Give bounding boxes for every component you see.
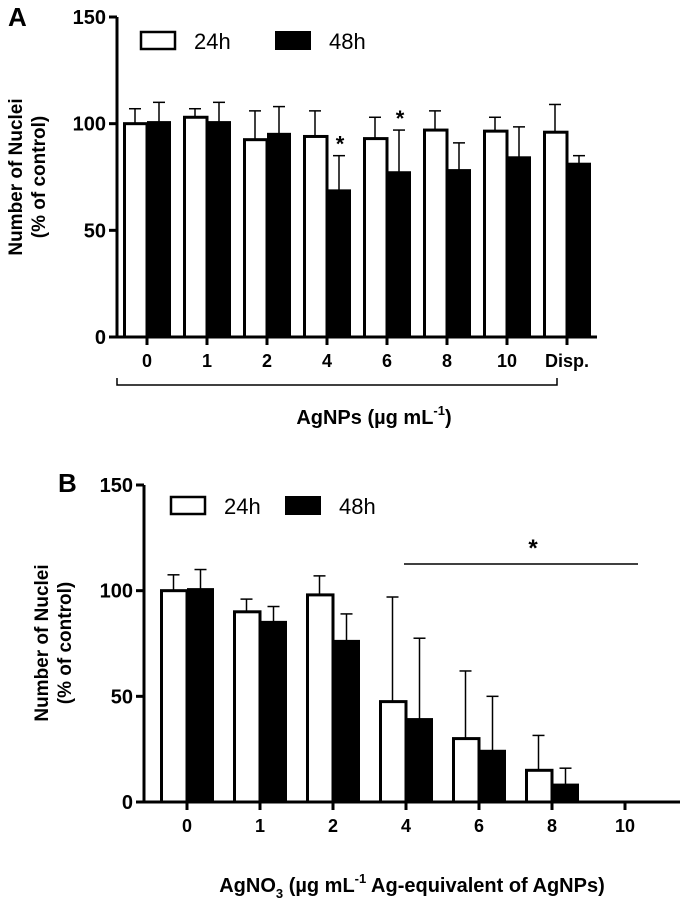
bar-24h	[306, 593, 335, 804]
bar-48h	[327, 189, 351, 337]
bar-48h	[507, 156, 531, 337]
legend-b: 24h 48h	[169, 494, 376, 519]
bar-48h	[567, 162, 591, 337]
x-tick-label: 0	[142, 351, 152, 371]
bar-24h	[525, 768, 554, 804]
x-tick-label: 1	[202, 351, 212, 371]
legend-label: 48h	[329, 29, 366, 54]
legend-label: 24h	[194, 29, 231, 54]
bar-48h	[187, 588, 214, 802]
x-axis-label-a: AgNPs (µg mL-1)	[296, 403, 451, 429]
bar-24h	[452, 737, 481, 804]
panel-label-b: B	[58, 468, 77, 498]
legend-label: 48h	[339, 494, 376, 519]
x-tick-label: 1	[255, 816, 265, 836]
bar-48h	[447, 169, 471, 337]
bar-48h	[552, 783, 579, 802]
bar-24h	[483, 129, 509, 339]
legend-a: 24h 48h	[139, 29, 366, 54]
legend-swatch-48h	[275, 31, 311, 50]
bar-48h	[333, 639, 360, 802]
bracket-a	[116, 378, 558, 386]
x-tick-label: Disp.	[545, 351, 589, 371]
y-tick-label: 150	[100, 475, 133, 497]
bar-24h	[363, 137, 389, 339]
bar-24h	[303, 134, 329, 339]
x-tick-label: 0	[182, 816, 192, 836]
y-axis-ticks-b: 0 50 100 150	[100, 475, 144, 814]
bar-24h	[160, 589, 189, 804]
y-axis-label-line2: (% of control)	[29, 116, 50, 238]
y-axis-label-line1: Number of Nuclei	[32, 564, 53, 721]
axes-b	[142, 485, 680, 804]
y-tick-label: 150	[73, 7, 106, 29]
bar-24h	[423, 128, 449, 339]
y-axis-ticks-a: 0 50 100 150	[73, 7, 117, 349]
bar-48h	[147, 121, 171, 337]
x-tick-label: 10	[497, 351, 517, 371]
legend-swatch-24h	[169, 495, 207, 516]
y-axis-label-a: Number of Nuclei (% of control)	[6, 98, 50, 255]
bar-48h	[406, 718, 433, 802]
bar-48h	[207, 121, 231, 337]
bar-24h	[379, 700, 408, 804]
bar-24h	[543, 130, 569, 339]
x-tick-label: 6	[382, 351, 392, 371]
y-axis-label-b: Number of Nuclei (% of control)	[32, 564, 76, 721]
x-tick-label: 6	[474, 816, 484, 836]
bars-a: **	[123, 101, 591, 339]
bar-48h	[387, 171, 411, 337]
bar-24h	[243, 138, 269, 339]
y-tick-label: 0	[122, 792, 133, 814]
y-tick-label: 100	[73, 114, 106, 136]
y-tick-label: 50	[111, 686, 133, 708]
bar-24h	[123, 122, 149, 339]
bar-48h	[479, 749, 506, 802]
y-axis-label-line1: Number of Nuclei	[6, 98, 27, 255]
y-tick-label: 0	[95, 327, 106, 349]
bar-48h	[267, 132, 291, 337]
x-tick-label: 8	[547, 816, 557, 836]
axes-a	[115, 17, 597, 339]
bar-24h	[183, 115, 209, 339]
legend-label: 24h	[224, 494, 261, 519]
significance-asterisk: *	[396, 106, 405, 131]
x-tick-label: 2	[262, 351, 272, 371]
y-axis-label-line2: (% of control)	[55, 582, 76, 704]
x-tick-label: 10	[615, 816, 635, 836]
x-axis-label-b: AgNO3 (µg mL-1 Ag-equivalent of AgNPs)	[219, 871, 605, 901]
x-tick-label: 2	[328, 816, 338, 836]
panel-b-chart: B Number of Nuclei (% of control) 050100…	[32, 468, 680, 901]
x-axis-ticks-b: 0 1 2 4 6 8 10	[182, 802, 635, 836]
panel-a-chart: A Number of Nuclei (% of control) 050100…	[6, 2, 597, 429]
bar-48h	[260, 620, 287, 802]
panel-label-a: A	[8, 2, 27, 32]
bars-b	[160, 568, 579, 804]
bar-24h	[233, 610, 262, 804]
x-tick-label: 4	[401, 816, 411, 836]
legend-swatch-24h	[139, 30, 177, 51]
y-tick-label: 100	[100, 581, 133, 603]
significance-asterisk: *	[528, 535, 538, 562]
significance-asterisk: *	[336, 132, 345, 157]
legend-swatch-48h	[285, 496, 321, 515]
x-tick-label: 4	[322, 351, 332, 371]
y-tick-label: 50	[84, 220, 106, 242]
x-axis-ticks-a: 0 1 2 4 6 8 10 Disp.	[142, 337, 589, 371]
x-tick-label: 8	[442, 351, 452, 371]
